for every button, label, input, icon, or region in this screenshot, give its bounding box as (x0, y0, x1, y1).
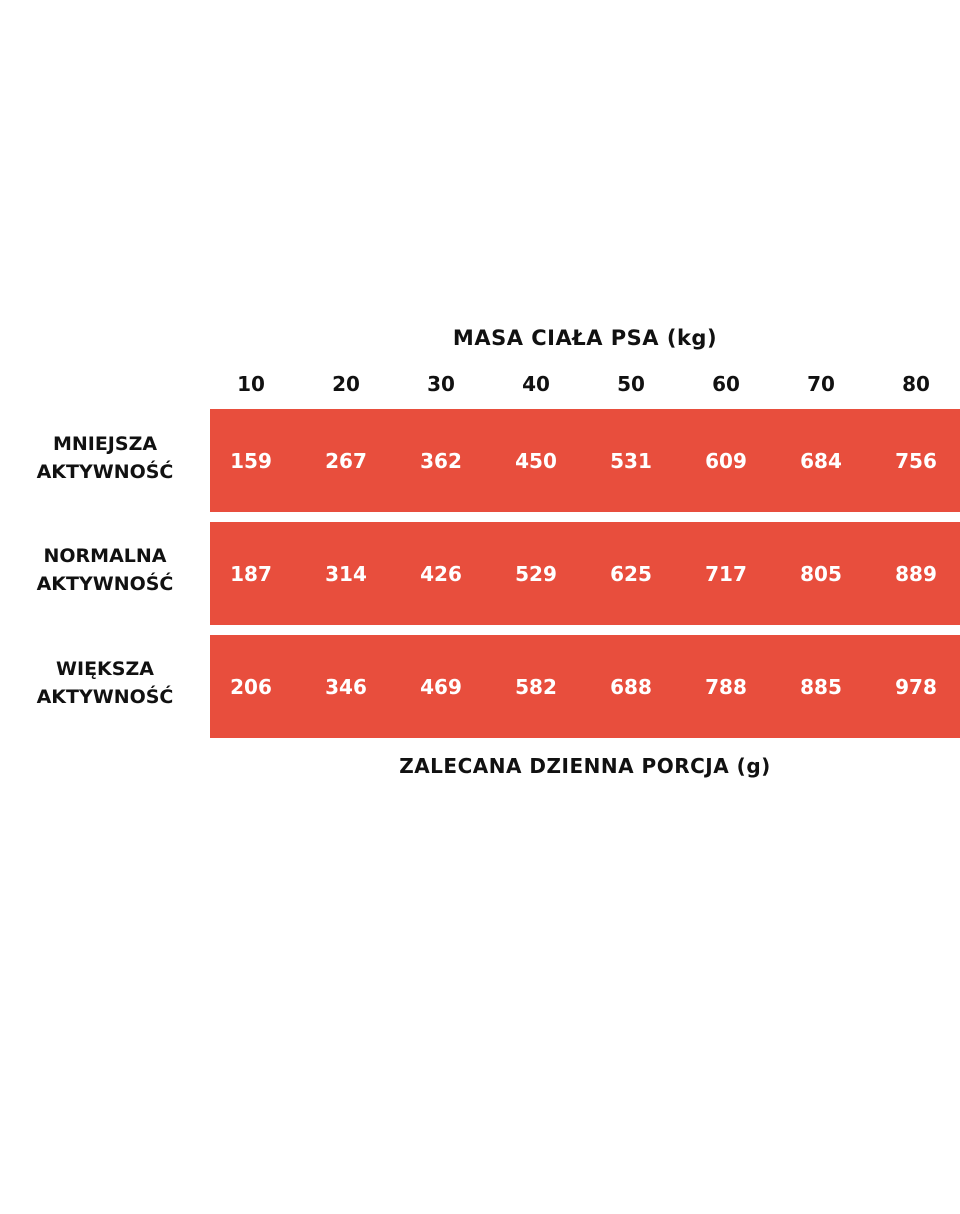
weight-column-header: 60 (712, 372, 740, 396)
portion-value: 885 (800, 674, 842, 699)
row-label-line: AKTYWNOŚĆ (36, 573, 174, 595)
weight-column-header: 10 (237, 372, 265, 396)
table-row-higher-activity: 206 346 469 582 688 788 885 978 (210, 635, 960, 738)
row-label-line: WIĘKSZA (56, 658, 154, 680)
row-label-lower-activity: MNIEJSZA AKTYWNOŚĆ (0, 430, 210, 486)
portion-value: 609 (705, 448, 747, 473)
portion-value: 978 (895, 674, 937, 699)
portion-value: 529 (515, 561, 557, 586)
weight-column-header: 30 (427, 372, 455, 396)
row-label-line: MNIEJSZA (52, 433, 158, 455)
table-bottom-title: ZALECANA DZIENNA PORCJA (g) (399, 754, 771, 778)
portion-value: 531 (610, 448, 652, 473)
portion-value: 469 (420, 674, 462, 699)
portion-value: 159 (230, 448, 272, 473)
portion-value: 756 (895, 448, 937, 473)
table-row-normal-activity: 187 314 426 529 625 717 805 889 (210, 522, 960, 625)
weight-column-header: 80 (902, 372, 930, 396)
portion-value: 688 (610, 674, 652, 699)
row-label-normal-activity: NORMALNA AKTYWNOŚĆ (0, 542, 210, 598)
portion-value: 426 (420, 561, 462, 586)
weight-column-header: 50 (617, 372, 645, 396)
portion-value: 206 (230, 674, 272, 699)
portion-value: 187 (230, 561, 272, 586)
weight-column-header: 70 (807, 372, 835, 396)
portion-value: 362 (420, 448, 462, 473)
weight-column-header: 40 (522, 372, 550, 396)
portion-value: 582 (515, 674, 557, 699)
portion-value: 625 (610, 561, 652, 586)
table-row-lower-activity: 159 267 362 450 531 609 684 756 (210, 409, 960, 512)
portion-value: 805 (800, 561, 842, 586)
portion-value: 450 (515, 448, 557, 473)
portion-value: 314 (325, 561, 367, 586)
row-label-line: NORMALNA (43, 545, 167, 567)
portion-value: 267 (325, 448, 367, 473)
table-top-title: MASA CIAŁA PSA (kg) (452, 326, 718, 350)
portion-value: 346 (325, 674, 367, 699)
row-label-line: AKTYWNOŚĆ (36, 686, 174, 708)
portion-value: 788 (705, 674, 747, 699)
portion-value: 684 (800, 448, 842, 473)
row-label-higher-activity: WIĘKSZA AKTYWNOŚĆ (0, 655, 210, 711)
weight-header-row: 10 20 30 40 50 60 70 80 (210, 372, 960, 398)
portion-value: 717 (705, 561, 747, 586)
row-label-line: AKTYWNOŚĆ (36, 461, 174, 483)
portion-value: 889 (895, 561, 937, 586)
weight-column-header: 20 (332, 372, 360, 396)
